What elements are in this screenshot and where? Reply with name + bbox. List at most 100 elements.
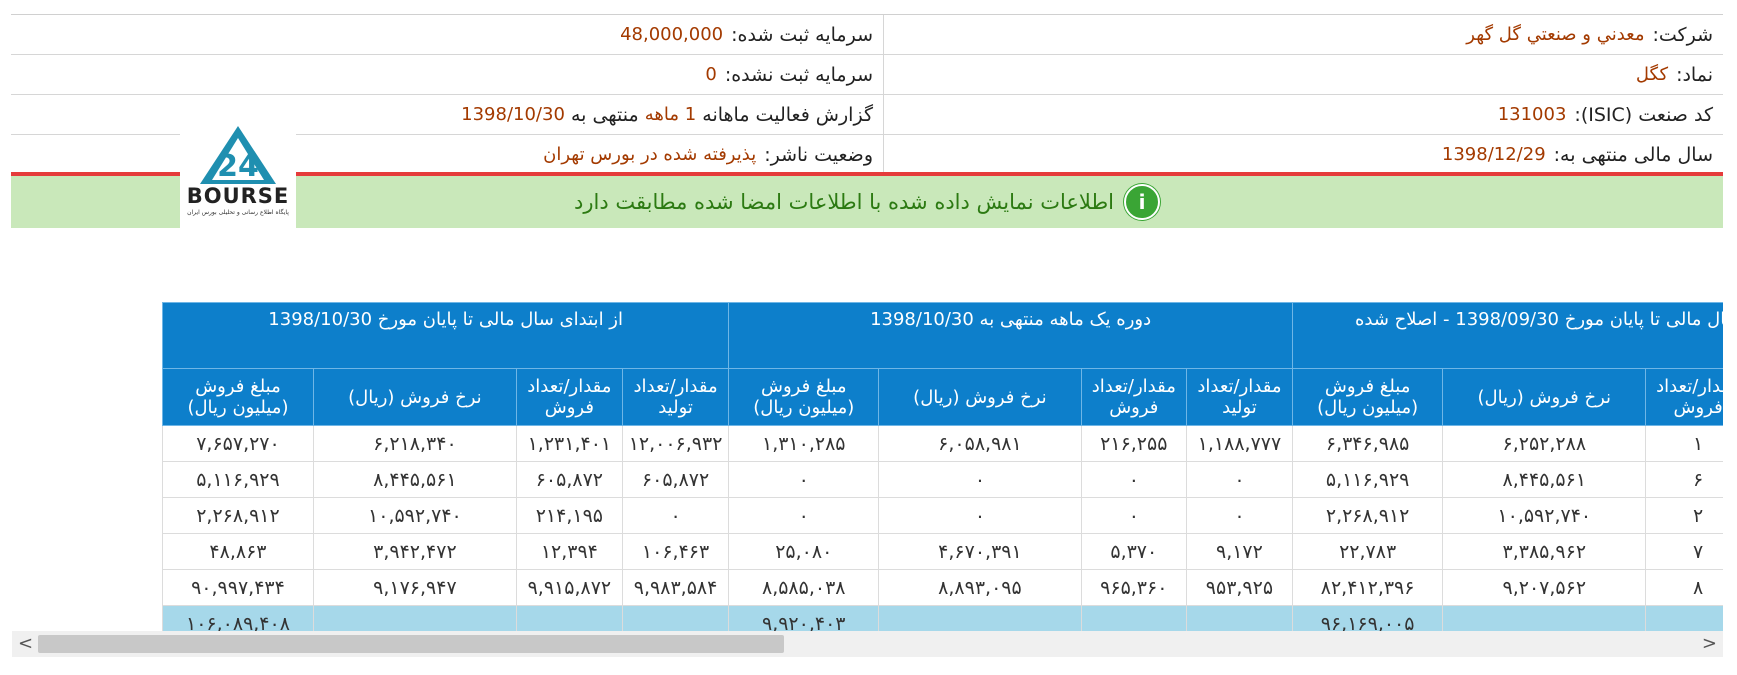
column-header: مقدار/تعداد تولید [1185,368,1293,426]
table-row: ۹۷۳,۳۸۵,۹۶۲۲۲,۷۸۳۹,۱۷۲۵,۳۷۰۴,۶۷۰,۳۹۱۲۵,۰… [162,533,1723,570]
verification-notice: i اطلاعات نمایش داده شده با اطلاعات امضا… [11,176,1723,228]
notice-text: اطلاعات نمایش داده شده با اطلاعات امضا ش… [574,190,1114,214]
table-cell: ۲,۲۶۸,۹۱۲ [1291,497,1444,534]
table-cell: ۴,۶۷۰,۳۹۱ [878,533,1082,570]
info-icon: i [1124,184,1160,220]
table-cell: ۱۰,۵۹۲,۷۴۰ [312,497,517,534]
divider-red [11,172,1723,176]
table-row: ۶۶۸,۴۴۵,۵۶۱۵,۱۱۶,۹۲۹۰۰۰۰۶۰۵,۸۷۲۶۰۵,۸۷۲۸,… [162,461,1723,498]
table-cell: ۲۱۶,۲۵۵ [1080,425,1187,462]
scroll-left-icon[interactable]: < [18,633,34,654]
logo-mark-icon: 24 [200,126,276,184]
fiscal-year-cell: سال مالی منتهی به: 1398/12/29 [883,135,1723,174]
horizontal-scrollbar[interactable]: < > [12,631,1723,657]
unregistered-capital-cell: سرمایه ثبت نشده: 0 [11,55,883,94]
sales-table: از ابتدای سال مالی تا پایان مورخ 1398/09… [161,302,1723,642]
registered-capital-label: سرمایه ثبت شده: [731,23,873,46]
table-cell: ۹,۱۷۲ [1185,533,1293,570]
column-header: نرخ فروش (ریال) [1442,368,1647,426]
publisher-status-value: پذیرفته شده در بورس تهران [543,144,757,165]
table-cell: ۹,۲۰۷,۵۶۲ [1442,569,1647,606]
table-cell: ۰ [878,497,1082,534]
company-info-table: شرکت: معدني و صنعتي گل گهر سرمایه ثبت شد… [11,14,1723,175]
group-header-3: از ابتدای سال مالی تا پایان مورخ 1398/10… [161,302,730,369]
sales-table-viewport[interactable]: از ابتدای سال مالی تا پایان مورخ 1398/09… [12,302,1723,660]
table-cell: ۳,۹۴۲,۴۷۲ [312,533,517,570]
publisher-status-cell: وضعیت ناشر: پذیرفته شده در بورس تهران [11,135,883,174]
table-cell: ۱۰۶,۴۶۳ [621,533,730,570]
registered-capital-value: 48,000,000 [620,24,724,45]
scroll-right-icon[interactable]: > [1701,633,1717,654]
table-cell: ۲۵,۰۸۰ [728,533,880,570]
column-header: مقدار/تعداد فروش [1645,368,1723,426]
table-cell: ۵,۱۱۶,۹۲۹ [1291,461,1444,498]
group-header-row: از ابتدای سال مالی تا پایان مورخ 1398/09… [161,302,1723,369]
table-cell: ۰ [1185,497,1293,534]
column-header: مقدار/تعداد فروش [515,368,623,426]
report-mid: منتهی به [570,103,639,126]
scrollbar-thumb[interactable] [38,635,784,653]
table-cell: ۶ [1645,461,1723,498]
column-header: مقدار/تعداد فروش [1080,368,1187,426]
table-cell: ۸۲,۴۱۲,۳۹۶ [1291,569,1444,606]
table-cell: ۴۸,۸۶۳ [162,533,314,570]
unregistered-capital-value: 0 [705,64,717,85]
table-cell: ۷ [1645,533,1723,570]
table-cell: ۶,۲۱۸,۳۴۰ [312,425,517,462]
company-value[interactable]: معدني و صنعتي گل گهر [1466,24,1645,45]
column-header: نرخ فروش (ریال) [312,368,517,426]
table-cell: ۱ [1645,425,1723,462]
table-cell: ۹,۹۸۳,۵۸۴ [621,569,730,606]
table-cell: ۲۲,۷۸۳ [1291,533,1444,570]
bourse-logo: 24 BOURSE پایگاه اطلاع رسانی و تحلیلی بو… [180,114,296,228]
column-header: مقدار/تعداد تولید [621,368,730,426]
table-cell: ۱,۱۸۸,۷۷۷ [1185,425,1293,462]
unregistered-capital-label: سرمایه ثبت نشده: [724,63,873,86]
svg-text:24: 24 [217,149,259,184]
table-cell: ۸ [1645,569,1723,606]
logo-word: BOURSE [186,184,290,208]
table-cell: ۲۱۴,۱۹۵ [515,497,623,534]
table-cell: ۰ [1185,461,1293,498]
table-cell: ۰ [1080,461,1187,498]
table-row: ۸۸۹,۲۰۷,۵۶۲۸۲,۴۱۲,۳۹۶۹۵۳,۹۲۵۹۶۵,۳۶۰۸,۸۹۳… [162,569,1723,606]
symbol-value[interactable]: کگل [1635,64,1669,85]
table-cell: ۸,۴۴۵,۵۶۱ [1442,461,1647,498]
symbol-cell: نماد: کگل [883,55,1723,94]
column-header: مبلغ فروش (میلیون ریال) [162,368,314,426]
fiscal-year-label: سال مالی منتهی به: [1553,143,1713,166]
table-cell: ۱,۲۳۱,۴۰۱ [515,425,623,462]
report-prefix: گزارش فعالیت ماهانه [702,103,873,126]
table-cell: ۶,۲۵۲,۲۸۸ [1442,425,1647,462]
table-cell: ۹۵۳,۹۲۵ [1185,569,1293,606]
table-cell: ۹۶۵,۳۶۰ [1080,569,1187,606]
table-cell: ۲ [1645,497,1723,534]
table-cell: ۵,۳۷۰ [1080,533,1187,570]
table-cell: ۰ [728,461,880,498]
report-date: 1398/10/30 [461,104,565,125]
company-cell: شرکت: معدني و صنعتي گل گهر [883,15,1723,54]
table-cell: ۰ [878,461,1082,498]
table-cell: ۹,۱۷۶,۹۴۷ [312,569,517,606]
fiscal-year-value: 1398/12/29 [1441,144,1546,165]
isic-value: 131003 [1497,104,1567,125]
group-header-1: از ابتدای سال مالی تا پایان مورخ 1398/09… [1291,302,1723,369]
info-row-1: شرکت: معدني و صنعتي گل گهر سرمایه ثبت شد… [11,15,1723,55]
table-cell: ۷,۶۵۷,۲۷۰ [162,425,314,462]
isic-cell: کد صنعت (ISIC): 131003 [883,95,1723,134]
table-cell: ۹۰,۹۹۷,۴۳۴ [162,569,314,606]
table-cell: ۲,۲۶۸,۹۱۲ [162,497,314,534]
table-row: ۱۱۶,۲۵۲,۲۸۸۶,۳۴۶,۹۸۵۱,۱۸۸,۷۷۷۲۱۶,۲۵۵۶,۰۵… [162,425,1723,462]
table-cell: ۱,۳۱۰,۲۸۵ [728,425,880,462]
table-row: ۲۲۱۰,۵۹۲,۷۴۰۲,۲۶۸,۹۱۲۰۰۰۰۰۲۱۴,۱۹۵۱۰,۵۹۲,… [162,497,1723,534]
table-cell: ۳,۳۸۵,۹۶۲ [1442,533,1647,570]
table-cell: ۸,۴۴۵,۵۶۱ [312,461,517,498]
table-cell: ۵,۱۱۶,۹۲۹ [162,461,314,498]
info-row-2: نماد: کگل سرمایه ثبت نشده: 0 [11,55,1723,95]
table-cell: ۹,۹۱۵,۸۷۲ [515,569,623,606]
column-header: مبلغ فروش (میلیون ریال) [728,368,880,426]
column-header: نرخ فروش (ریال) [878,368,1082,426]
table-cell: ۶۰۵,۸۷۲ [515,461,623,498]
report-period: 1 ماهه [644,104,697,125]
